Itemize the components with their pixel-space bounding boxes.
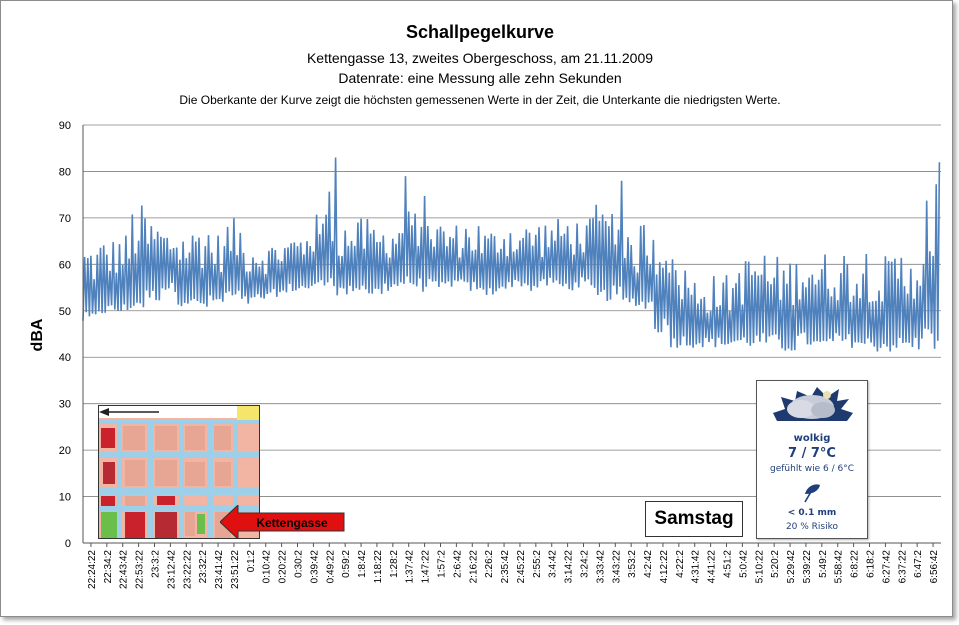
y-tick-label: 80 <box>59 166 71 178</box>
x-tick-label: 22:34:2 <box>103 550 114 584</box>
x-tick-label: 6:47:2 <box>913 550 924 578</box>
weather-feels-like: gefühlt wie 6 / 6°C <box>770 464 854 474</box>
kettengasse-arrow: Kettengasse <box>220 505 345 539</box>
x-tick-label: 23:41:42 <box>214 550 225 589</box>
weather-widget: wolkig 7 / 7°C gefühlt wie 6 / 6°C < 0.1… <box>756 380 868 539</box>
x-tick-label: 1:57:2 <box>437 550 448 578</box>
x-tick-label: 4:12:22 <box>659 550 670 584</box>
day-label: Samstag <box>645 501 743 537</box>
x-tick-label: 2:26:2 <box>484 550 495 578</box>
x-tick-label: 0:20:22 <box>278 550 289 584</box>
x-tick-label: 0:59:2 <box>341 550 352 578</box>
series-line <box>82 157 941 352</box>
x-tick-label: 23:22:22 <box>182 550 193 589</box>
x-tick-label: 5:49:2 <box>818 550 829 578</box>
x-tick-label: 23:32:2 <box>198 550 209 584</box>
x-tick-label: 4:31:42 <box>691 550 702 584</box>
x-tick-label: 3:33:42 <box>595 550 606 584</box>
x-tick-label: 2:35:42 <box>500 550 511 584</box>
y-tick-label: 30 <box>59 399 71 411</box>
x-tick-label: 23:3:2 <box>151 550 162 578</box>
x-tick-label: 0:30:2 <box>294 550 305 578</box>
x-tick-label: 5:58:42 <box>834 550 845 584</box>
weather-risk: 20 % Risiko <box>785 522 839 532</box>
x-tick-label: 0:1:2 <box>246 550 257 573</box>
x-tick-label: 0:49:22 <box>325 550 336 584</box>
x-tick-label: 1:8:42 <box>357 550 368 578</box>
x-tick-label: 3:14:22 <box>564 550 575 584</box>
x-tick-label: 4:22:2 <box>675 550 686 578</box>
weather-precipitation: < 0.1 mm <box>787 508 837 518</box>
umbrella-icon <box>804 484 820 503</box>
kettengasse-label: Kettengasse <box>256 516 328 530</box>
x-tick-label: 22:24:22 <box>87 550 98 589</box>
x-tick-label: 6:18:2 <box>866 550 877 578</box>
y-tick-label: 50 <box>59 306 71 318</box>
x-tick-label: 2:45:22 <box>516 550 527 584</box>
x-tick-labels: 22:24:22 22:34:2 22:43:42 22:53:22 23:3:2 23:… <box>87 543 940 589</box>
x-tick-label: 23:51:22 <box>230 550 241 589</box>
y-tick-label: 60 <box>59 259 71 271</box>
x-tick-label: 5:20:2 <box>770 550 781 578</box>
chart-subtitle-1: Kettengasse 13, zweites Obergeschoss, am… <box>307 50 653 66</box>
x-tick-label: 1:47:22 <box>421 550 432 584</box>
x-tick-label: 23:12:42 <box>166 550 177 589</box>
x-tick-label: 1:18:22 <box>373 550 384 584</box>
x-tick-label: 6:37:22 <box>897 550 908 584</box>
x-tick-label: 3:24:2 <box>580 550 591 578</box>
x-tick-label: 1:37:42 <box>405 550 416 584</box>
x-tick-label: 22:53:22 <box>135 550 146 589</box>
x-tick-label: 6:27:42 <box>881 550 892 584</box>
y-tick-label: 0 <box>65 538 71 550</box>
weather-temperature: 7 / 7°C <box>788 446 836 461</box>
chart-title: Schallpegelkurve <box>406 22 554 42</box>
y-tick-label: 70 <box>59 213 71 225</box>
x-tick-label: 4:41:22 <box>707 550 718 584</box>
x-tick-label: 1:28:2 <box>389 550 400 578</box>
x-tick-label: 3:43:22 <box>611 550 622 584</box>
y-tick-label: 90 <box>59 120 71 132</box>
chart-subtitle-3: Die Oberkante der Kurve zeigt die höchst… <box>179 93 780 107</box>
y-tick-labels: 0 10 20 30 40 50 60 70 80 90 <box>59 120 71 550</box>
x-tick-label: 5:0:42 <box>738 550 749 578</box>
x-tick-label: 5:10:22 <box>754 550 765 584</box>
x-tick-label: 5:39:22 <box>802 550 813 584</box>
y-tick-label: 10 <box>59 492 71 504</box>
x-tick-label: 3:4:42 <box>548 550 559 578</box>
x-tick-label: 5:29:42 <box>786 550 797 584</box>
x-tick-label: 3:53:2 <box>627 550 638 578</box>
x-tick-label: 0:10:42 <box>262 550 273 584</box>
x-tick-label: 22:43:42 <box>119 550 130 589</box>
x-tick-label: 4:2:42 <box>643 550 654 578</box>
y-axis-label: dBA <box>29 318 46 351</box>
x-tick-label: 2:16:22 <box>468 550 479 584</box>
x-tick-label: 6:8:22 <box>850 550 861 578</box>
x-tick-label: 6:56:42 <box>929 550 940 584</box>
weather-condition: wolkig <box>793 433 831 444</box>
chart-subtitle-2: Datenrate: eine Messung alle zehn Sekund… <box>338 70 621 86</box>
x-tick-label: 2:55:2 <box>532 550 543 578</box>
x-tick-label: 4:51:2 <box>723 550 734 578</box>
y-tick-label: 20 <box>59 445 71 457</box>
cloudy-night-icon <box>773 387 853 421</box>
x-tick-label: 2:6:42 <box>452 550 463 578</box>
y-tick-label: 40 <box>59 352 71 364</box>
x-tick-label: 0:39:42 <box>309 550 320 584</box>
